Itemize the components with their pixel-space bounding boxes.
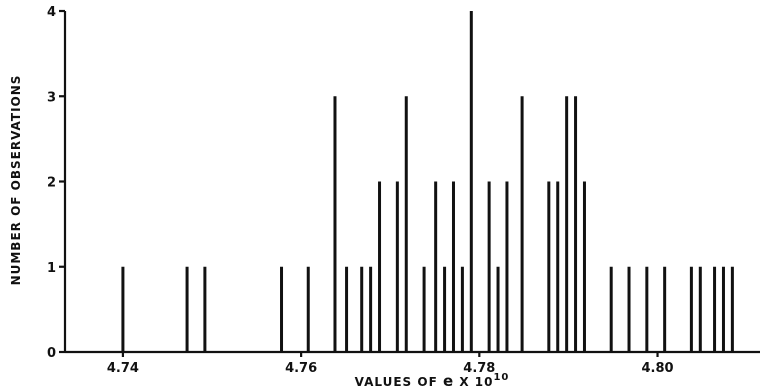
y-axis-label: NUMBER OF OBSERVATIONS xyxy=(9,75,23,286)
histogram-bar xyxy=(396,182,399,353)
y-tick-label: 1 xyxy=(47,261,56,276)
histogram-bar xyxy=(280,267,283,352)
x-tick-label: 4.74 xyxy=(107,361,139,376)
x-axis-label-prefix: VALUES OF xyxy=(355,375,443,389)
histogram-bar xyxy=(360,267,363,352)
histogram-bar xyxy=(521,96,524,352)
histogram-bar xyxy=(547,182,550,353)
histogram-bar xyxy=(628,267,631,352)
y-tick-label: 2 xyxy=(47,176,56,191)
histogram-bar xyxy=(505,182,508,353)
histogram-bar xyxy=(333,96,336,352)
histogram-bar xyxy=(574,96,577,352)
y-tick-label: 3 xyxy=(47,90,56,105)
histogram-bar xyxy=(423,267,426,352)
x-ticks-group: 4.74 4.76 4.78 4.80 xyxy=(107,352,674,376)
histogram-bar xyxy=(731,267,734,352)
histogram-bar xyxy=(488,182,491,353)
histogram-bar xyxy=(121,267,124,352)
histogram-bar xyxy=(610,267,613,352)
histogram-bar xyxy=(186,267,189,352)
histogram-bar xyxy=(307,267,310,352)
x-tick-label: 4.78 xyxy=(463,361,495,376)
histogram-bar xyxy=(722,267,725,352)
histogram-bar xyxy=(565,96,568,352)
x-axis-label: VALUES OF e X 1010 xyxy=(355,372,510,390)
histogram-bar xyxy=(378,182,381,353)
histogram-bar xyxy=(713,267,716,352)
x-axis-label-exponent: 10 xyxy=(493,372,509,383)
x-tick-label: 4.76 xyxy=(285,361,317,376)
histogram-bar xyxy=(690,267,693,352)
x-tick-label: 4.80 xyxy=(641,361,673,376)
histogram-bar xyxy=(470,11,473,352)
y-ticks-group: 0 1 2 3 4 xyxy=(47,5,65,361)
histogram-bar xyxy=(443,267,446,352)
histogram-bar xyxy=(663,267,666,352)
histogram-bar xyxy=(461,267,464,352)
histogram-bar xyxy=(434,182,437,353)
histogram-bar xyxy=(583,182,586,353)
histogram-bar xyxy=(699,267,702,352)
histogram-bar xyxy=(345,267,348,352)
histogram-bar xyxy=(203,267,206,352)
histogram-bar xyxy=(645,267,648,352)
histogram-bar xyxy=(556,182,559,353)
bars-group xyxy=(121,11,733,352)
x-axis-label-times: X 10 xyxy=(454,375,493,389)
y-tick-label: 4 xyxy=(47,5,56,20)
histogram-bar xyxy=(405,96,408,352)
y-tick-label: 0 xyxy=(47,346,56,361)
x-axis-label-var: e xyxy=(443,372,454,390)
histogram-bar xyxy=(497,267,500,352)
histogram-bar xyxy=(452,182,455,353)
histogram-bar xyxy=(369,267,372,352)
